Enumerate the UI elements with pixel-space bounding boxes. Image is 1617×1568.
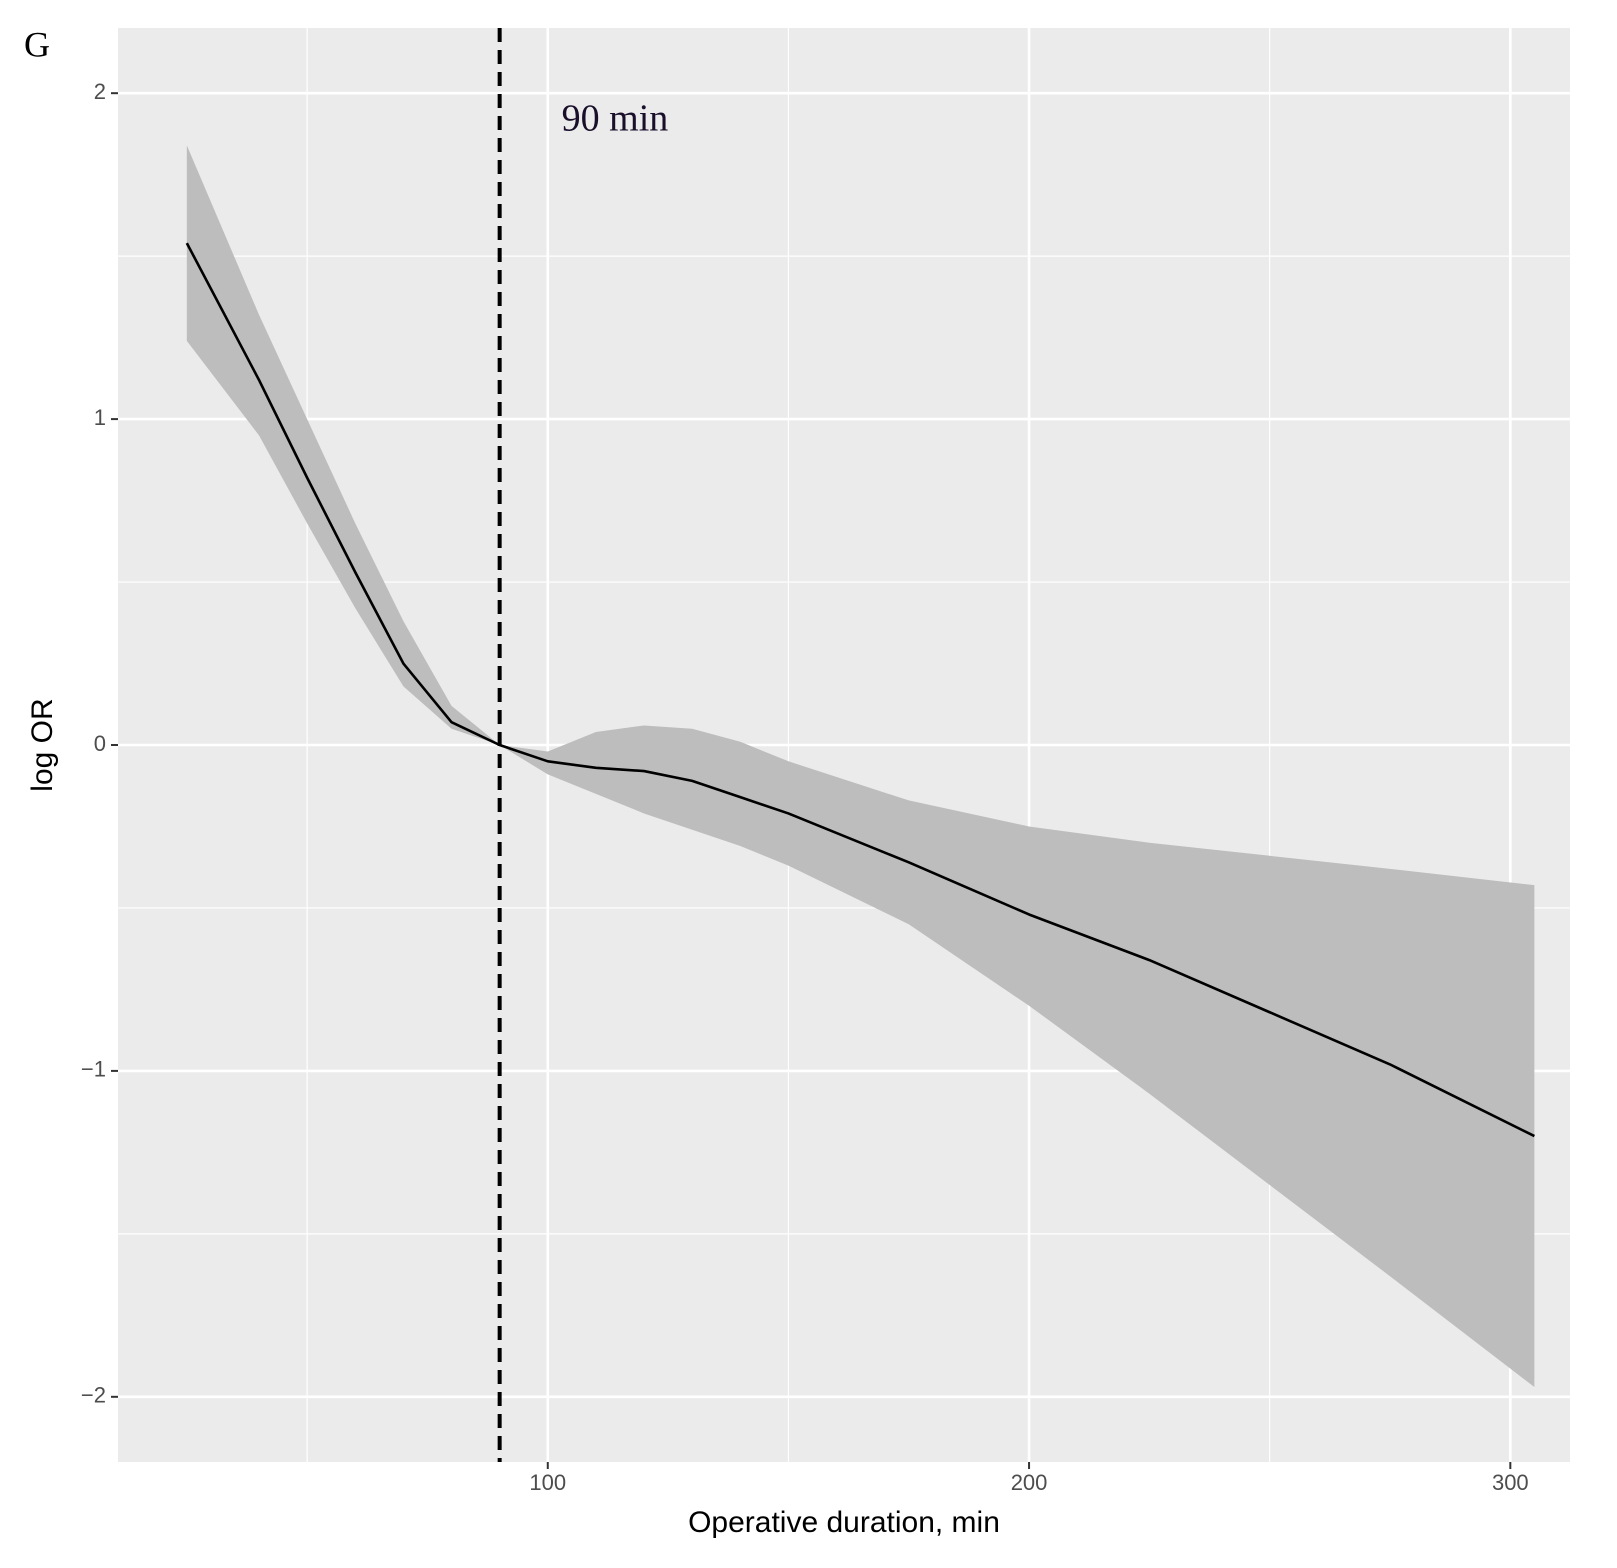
y-tick-label: 0 [94,731,106,756]
x-axis-title: Operative duration, min [688,1506,1000,1539]
x-tick-label: 300 [1492,1470,1529,1495]
x-tick-label: 200 [1011,1470,1048,1495]
y-tick-label: −2 [81,1383,106,1408]
confidence-band [186,145,1535,1388]
fit-line [185,242,1535,1138]
y-tick-label: −1 [81,1057,106,1082]
annotation: 90 min [562,98,669,140]
y-tick-label: 2 [94,79,106,104]
x-tick-label: 100 [529,1470,566,1495]
y-axis-title: log OR [26,698,59,791]
panel-label: G [24,24,50,64]
y-tick-label: 1 [94,405,106,430]
